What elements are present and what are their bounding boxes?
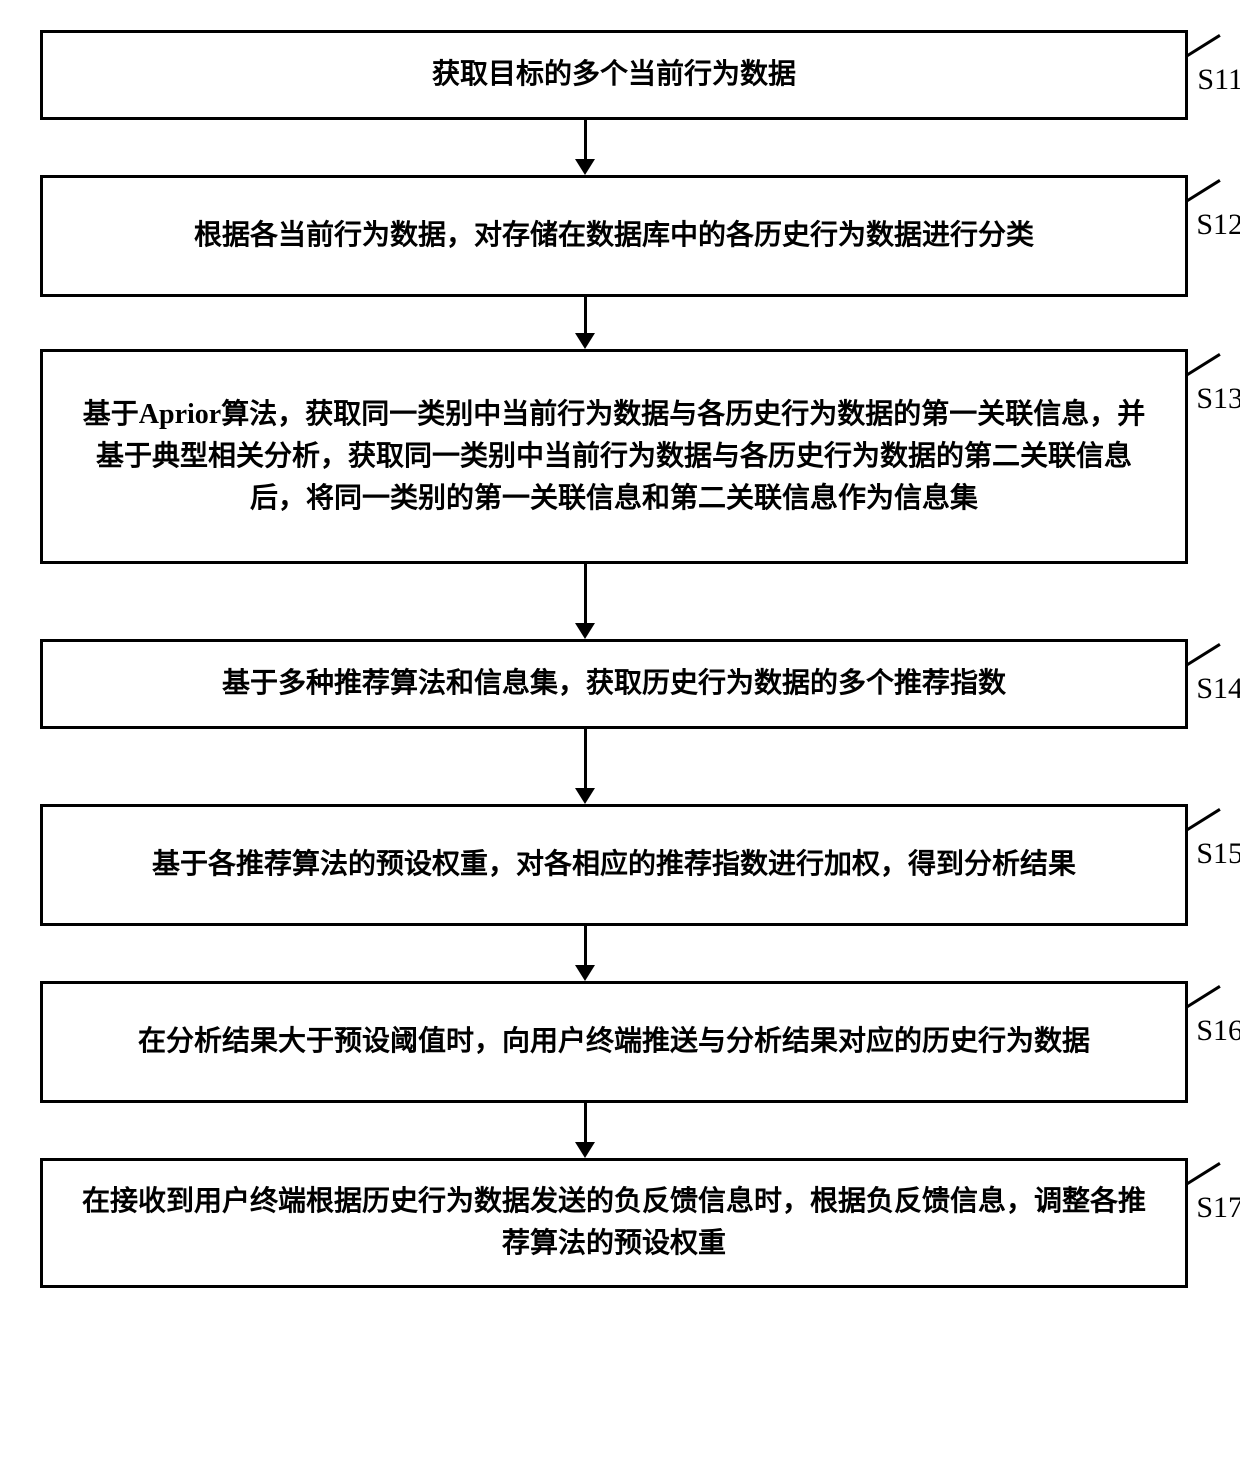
arrow-s15-s16 — [5, 926, 1165, 981]
arrow-line — [584, 120, 587, 159]
connector-line — [1185, 985, 1221, 1009]
arrow-head-icon — [575, 333, 595, 349]
flowchart-container: 获取目标的多个当前行为数据 S11 根据各当前行为数据，对存储在数据库中的各历史… — [40, 30, 1200, 1288]
step-label: S14 — [1196, 672, 1240, 706]
arrow-s16-s17 — [5, 1103, 1165, 1158]
step-label: S15 — [1196, 837, 1240, 871]
connector-line — [1185, 34, 1221, 58]
step-text: 获取目标的多个当前行为数据 — [432, 54, 796, 96]
arrow-line — [584, 1103, 587, 1142]
step-wrapper-s15: 基于各推荐算法的预设权重，对各相应的推荐指数进行加权，得到分析结果 S15 — [40, 804, 1200, 926]
arrow-s14-s15 — [5, 729, 1165, 804]
step-text: 根据各当前行为数据，对存储在数据库中的各历史行为数据进行分类 — [194, 215, 1034, 257]
step-text: 基于多种推荐算法和信息集，获取历史行为数据的多个推荐指数 — [222, 663, 1006, 705]
arrow-line — [584, 297, 587, 333]
arrow-line — [584, 564, 587, 623]
step-box-s17: 在接收到用户终端根据历史行为数据发送的负反馈信息时，根据负反馈信息，调整各推荐算… — [40, 1158, 1188, 1288]
connector-line — [1185, 353, 1221, 377]
step-text: 在分析结果大于预设阈值时，向用户终端推送与分析结果对应的历史行为数据 — [138, 1021, 1090, 1063]
step-text: 基于各推荐算法的预设权重，对各相应的推荐指数进行加权，得到分析结果 — [152, 844, 1076, 886]
arrow-head-icon — [575, 1142, 595, 1158]
arrow-head-icon — [575, 965, 595, 981]
arrow-s11-s12 — [5, 120, 1165, 175]
connector-line — [1185, 179, 1221, 203]
step-box-s13: 基于Aprior算法，获取同一类别中当前行为数据与各历史行为数据的第一关联信息，… — [40, 349, 1188, 564]
connector-line — [1185, 808, 1221, 832]
arrow-s13-s14 — [5, 564, 1165, 639]
step-box-s15: 基于各推荐算法的预设权重，对各相应的推荐指数进行加权，得到分析结果 — [40, 804, 1188, 926]
step-label: S13 — [1196, 382, 1240, 416]
arrow-s12-s13 — [5, 297, 1165, 349]
step-wrapper-s14: 基于多种推荐算法和信息集，获取历史行为数据的多个推荐指数 S14 — [40, 639, 1200, 729]
step-label: S16 — [1196, 1014, 1240, 1048]
step-label: S17 — [1196, 1191, 1240, 1225]
step-wrapper-s17: 在接收到用户终端根据历史行为数据发送的负反馈信息时，根据负反馈信息，调整各推荐算… — [40, 1158, 1200, 1288]
step-wrapper-s13: 基于Aprior算法，获取同一类别中当前行为数据与各历史行为数据的第一关联信息，… — [40, 349, 1200, 564]
step-box-s12: 根据各当前行为数据，对存储在数据库中的各历史行为数据进行分类 — [40, 175, 1188, 297]
step-text: 基于Aprior算法，获取同一类别中当前行为数据与各历史行为数据的第一关联信息，… — [73, 394, 1155, 520]
step-box-s14: 基于多种推荐算法和信息集，获取历史行为数据的多个推荐指数 — [40, 639, 1188, 729]
arrow-line — [584, 729, 587, 788]
arrow-head-icon — [575, 788, 595, 804]
arrow-head-icon — [575, 159, 595, 175]
step-label: S11 — [1197, 63, 1240, 97]
step-text: 在接收到用户终端根据历史行为数据发送的负反馈信息时，根据负反馈信息，调整各推荐算… — [73, 1181, 1155, 1265]
step-wrapper-s16: 在分析结果大于预设阈值时，向用户终端推送与分析结果对应的历史行为数据 S16 — [40, 981, 1200, 1103]
step-wrapper-s11: 获取目标的多个当前行为数据 S11 — [40, 30, 1200, 120]
arrow-line — [584, 926, 587, 965]
step-label: S12 — [1196, 208, 1240, 242]
step-box-s11: 获取目标的多个当前行为数据 — [40, 30, 1188, 120]
arrow-head-icon — [575, 623, 595, 639]
step-box-s16: 在分析结果大于预设阈值时，向用户终端推送与分析结果对应的历史行为数据 — [40, 981, 1188, 1103]
connector-line — [1185, 1162, 1221, 1186]
step-wrapper-s12: 根据各当前行为数据，对存储在数据库中的各历史行为数据进行分类 S12 — [40, 175, 1200, 297]
connector-line — [1185, 643, 1221, 667]
